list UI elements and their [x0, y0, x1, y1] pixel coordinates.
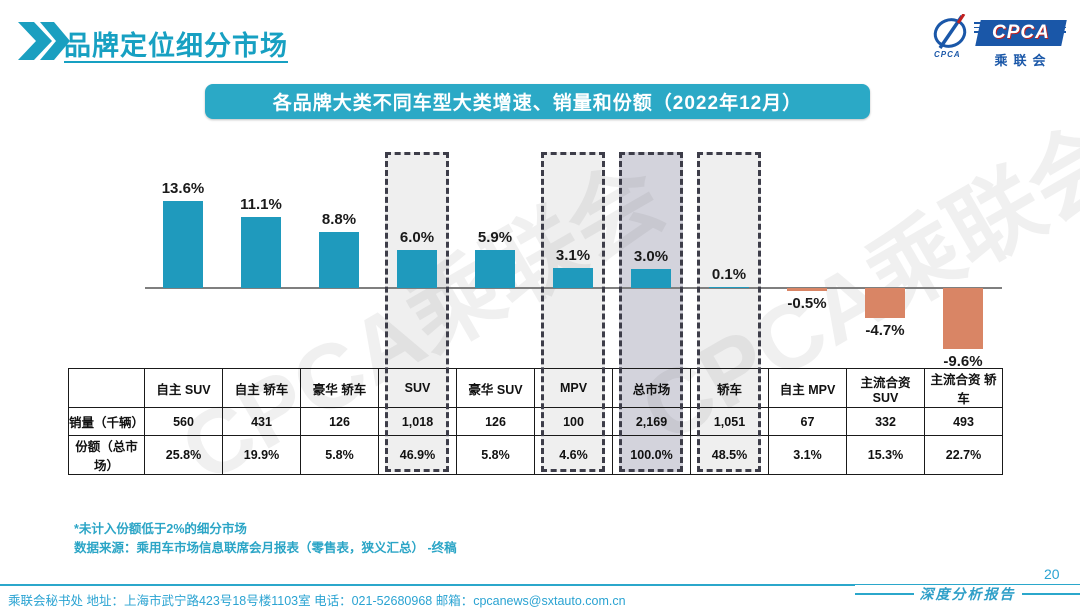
table-col-header-豪华-SUV: 豪华 SUV: [456, 368, 535, 408]
table-cell-主流合资-轿车: 493: [924, 407, 1003, 436]
table-cell-自主-MPV: 3.1%: [768, 435, 847, 475]
table-cell-自主-MPV: 67: [768, 407, 847, 436]
report-label-text: 深度分析报告: [919, 587, 1016, 603]
table-col-header-自主-MPV: 自主 MPV: [768, 368, 847, 408]
report-label: 深度分析报告: [855, 585, 1080, 603]
segment-table-wrap: 自主 SUV 自主 轿车 豪华 轿车 SUV 豪华 SUV MPV 总市场 轿车 自主 MPV 主…: [68, 368, 1003, 475]
table-row-header: 份额（总市场）: [68, 435, 145, 475]
table-cell-总市场: 2,169: [612, 407, 691, 436]
double-chevron-icon: [18, 22, 70, 60]
report-label-line-right: [1021, 593, 1080, 595]
bar-自主-MPV: [787, 288, 827, 291]
table-col-header-SUV: SUV: [378, 368, 457, 408]
table-cell-总市场: 100.0%: [612, 435, 691, 475]
table-cell-轿车: 1,051: [690, 407, 769, 436]
table-cell-自主-轿车: 19.9%: [222, 435, 301, 475]
footnote-source: 数据来源：乘用车市场信息联席会月报表（零售表，狭义汇总） -终稿: [74, 541, 457, 556]
footnotes: *未计入份额低于2%的细分市场 数据来源：乘用车市场信息联席会月报表（零售表，狭…: [74, 520, 457, 559]
table-cell-自主-SUV: 560: [144, 407, 223, 436]
bar-轿车: [709, 287, 749, 288]
highlight-box-border-轿车: [697, 152, 761, 472]
table-cell-轿车: 48.5%: [690, 435, 769, 475]
table-col-header-轿车: 轿车: [690, 368, 769, 408]
bar-value-label-SUV: 6.0%: [399, 229, 435, 246]
cpca-swoosh-icon: [933, 14, 967, 49]
table-cell-豪华-SUV: 5.8%: [456, 435, 535, 475]
table-cell-豪华-SUV: 126: [456, 407, 535, 436]
zero-axis-line: [145, 287, 1002, 289]
table-cell-MPV: 4.6%: [534, 435, 613, 475]
table-header-row: 自主 SUV 自主 轿车 豪华 轿车 SUV 豪华 SUV MPV 总市场 轿车 自主 MPV 主…: [68, 368, 1003, 408]
bar-value-label-自主-轿车: 11.1%: [240, 196, 282, 213]
table-row: 份额（总市场） 25.8% 19.9% 5.8% 46.9% 5.8% 4.6% 100.0%…: [68, 435, 1003, 475]
bar-自主-SUV: [163, 201, 203, 288]
bar-value-label-自主-SUV: 13.6%: [161, 180, 205, 197]
bar-value-label-MPV: 3.1%: [555, 247, 591, 264]
table-row-header: 销量（千辆）: [68, 407, 145, 436]
bar-value-label-豪华-SUV: 5.9%: [477, 229, 513, 246]
table-col-header-豪华-轿车: 豪华 轿车: [300, 368, 379, 408]
bar-豪华-SUV: [475, 250, 515, 288]
highlight-box-border-MPV: [541, 152, 605, 472]
cpca-logo: CPCA CPCA 乘联会: [928, 14, 1070, 68]
table-cell-MPV: 100: [534, 407, 613, 436]
table-cell-主流合资-SUV: 15.3%: [846, 435, 925, 475]
highlight-box-border-SUV: [385, 152, 449, 472]
bar-主流合资-SUV: [865, 288, 905, 318]
bar-value-label-自主-MPV: -0.5%: [787, 295, 827, 312]
footnote-exclusion: *未计入份额低于2%的细分市场: [74, 522, 247, 536]
table-cell-主流合资-轿车: 22.7%: [924, 435, 1003, 475]
cpca-logo-subtext: 乘联会: [994, 53, 1052, 68]
page-number: 20: [1044, 566, 1060, 582]
table-col-header-自主-SUV: 自主 SUV: [144, 368, 223, 408]
table-row: 销量（千辆） 560 431 126 1,018 126 100 2,169 1,051 67 33…: [68, 407, 1003, 436]
bar-value-label-总市场: 3.0%: [633, 248, 669, 265]
segment-table: 自主 SUV 自主 轿车 豪华 轿车 SUV 豪华 SUV MPV 总市场 轿车 自主 MPV 主…: [68, 368, 1003, 475]
page-title: 品牌定位细分市场: [64, 31, 288, 61]
highlight-box-border-总市场: [619, 152, 683, 472]
table-cell-豪华-轿车: 5.8%: [300, 435, 379, 475]
cpca-swoosh-label: CPCA: [934, 50, 961, 59]
table-cell-主流合资-SUV: 332: [846, 407, 925, 436]
table-col-header-MPV: MPV: [534, 368, 613, 408]
bar-主流合资-轿车: [943, 288, 983, 349]
table-col-header-主流合资-轿车: 主流合资 轿车: [924, 368, 1003, 408]
table-corner-cell: [68, 368, 145, 408]
bar-豪华-轿车: [319, 232, 359, 288]
table-col-header-主流合资-SUV: 主流合资 SUV: [846, 368, 925, 408]
footer-divider: [0, 584, 1080, 586]
bar-SUV: [397, 250, 437, 288]
table-col-header-自主-轿车: 自主 轿车: [222, 368, 301, 408]
report-label-line-left: [855, 593, 914, 595]
table-cell-豪华-轿车: 126: [300, 407, 379, 436]
bar-自主-轿车: [241, 217, 281, 288]
bar-MPV: [553, 268, 593, 288]
bar-value-label-主流合资-轿车: -9.6%: [943, 353, 983, 370]
bar-value-label-轿车: 0.1%: [711, 266, 747, 283]
bar-总市场: [631, 269, 671, 288]
footer-contact: 乘联会秘书处 地址：上海市武宁路423号18号楼1103室 电话：021-526…: [8, 590, 626, 608]
bar-value-label-主流合资-SUV: -4.7%: [865, 322, 905, 339]
bar-value-label-豪华-轿车: 8.8%: [321, 211, 357, 228]
table-cell-自主-SUV: 25.8%: [144, 435, 223, 475]
table-cell-自主-轿车: 431: [222, 407, 301, 436]
chart-title-banner: 各品牌大类不同车型大类增速、销量和份额（2022年12月）: [205, 84, 870, 119]
